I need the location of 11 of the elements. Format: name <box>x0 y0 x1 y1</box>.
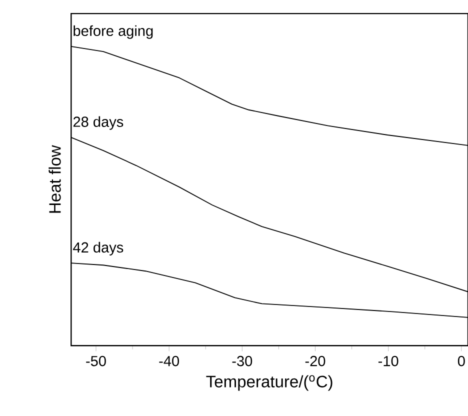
x-tick-label: -30 <box>232 356 252 366</box>
x-tick-label: -10 <box>378 356 398 366</box>
series-label: 42 days <box>73 242 124 256</box>
series-label: 28 days <box>73 116 124 130</box>
x-tick-label: -40 <box>159 356 180 366</box>
x-tick-label: -20 <box>305 356 326 366</box>
y-axis-title: Heat flow <box>48 145 61 213</box>
series-label: before aging <box>74 25 153 40</box>
x-tick-label: -50 <box>86 356 106 366</box>
x-axis-title: Temperature/($^{o}$C) <box>206 375 332 391</box>
x-tick-label: 0 <box>458 356 465 366</box>
